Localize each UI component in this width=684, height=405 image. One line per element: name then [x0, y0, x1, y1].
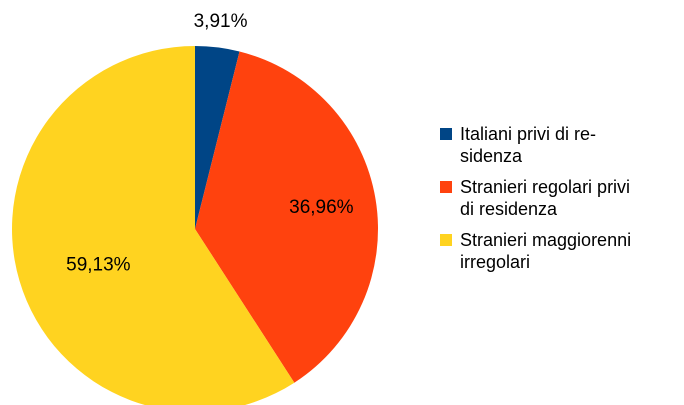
pie-data-labels: 3,91% 36,96% 59,13% [66, 11, 354, 275]
legend-label-line-2: irregolari [460, 252, 531, 272]
slice-stranieri-regolari [195, 51, 378, 383]
legend-item-stranieri-irregolari: Stranieri maggiorenni irregolari [440, 229, 680, 273]
legend-label-line-1: Stranieri maggiorenni [460, 230, 632, 250]
data-label-italiani: 3,91% [194, 11, 248, 32]
data-label-stranieri-regolari: 36,96% [289, 197, 354, 218]
legend: Italiani privi di re- sidenza Stranieri … [440, 123, 680, 282]
slice-italiani [195, 46, 240, 229]
legend-label-line-1: Italiani privi di re- [460, 124, 597, 144]
legend-label-line-2: di residenza [460, 199, 558, 219]
data-label-stranieri-irregolari: 59,13% [66, 254, 131, 275]
legend-item-italiani: Italiani privi di re- sidenza [440, 123, 680, 167]
legend-item-stranieri-regolari: Stranieri regolari privi di residenza [440, 176, 680, 220]
legend-swatch [440, 234, 452, 246]
legend-swatch [440, 181, 452, 193]
legend-label-line-2: sidenza [460, 146, 523, 166]
pie-slices [12, 46, 378, 405]
slice-stranieri-irregolari [12, 46, 295, 405]
legend-swatch [440, 128, 452, 140]
legend-label-line-1: Stranieri regolari privi [460, 177, 631, 197]
